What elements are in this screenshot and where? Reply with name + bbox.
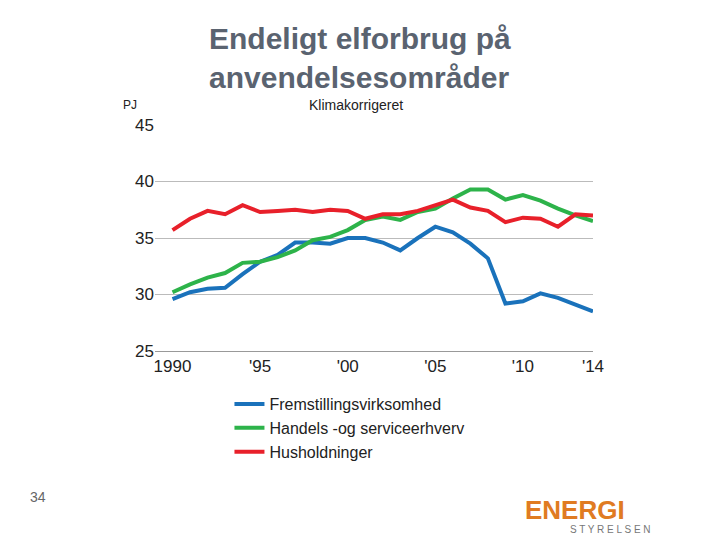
svg-text:Klimakorrigeret: Klimakorrigeret	[309, 97, 403, 113]
svg-text:'14: '14	[582, 357, 604, 376]
svg-text:Husholdninger: Husholdninger	[269, 444, 373, 461]
svg-text:PJ: PJ	[123, 98, 137, 112]
svg-text:45: 45	[135, 116, 154, 135]
svg-text:34: 34	[30, 489, 46, 505]
svg-text:35: 35	[135, 229, 154, 248]
svg-text:'00: '00	[337, 357, 359, 376]
svg-text:Endeligt elforbrug påanvendels: Endeligt elforbrug påanvendelsesområder	[209, 22, 511, 94]
svg-text:'95: '95	[249, 357, 271, 376]
svg-text:30: 30	[135, 285, 154, 304]
svg-text:Fremstillingsvirksomhed: Fremstillingsvirksomhed	[269, 396, 441, 413]
svg-text:Handels -og serviceerhverv: Handels -og serviceerhverv	[269, 420, 464, 437]
svg-text:'05: '05	[424, 357, 446, 376]
svg-text:25: 25	[135, 342, 154, 361]
svg-text:S T Y R E L S E N: S T Y R E L S E N	[570, 524, 651, 535]
svg-text:ENERGI: ENERGI	[525, 495, 625, 525]
svg-text:1990: 1990	[154, 357, 192, 376]
svg-text:'10: '10	[512, 357, 534, 376]
svg-text:40: 40	[135, 172, 154, 191]
